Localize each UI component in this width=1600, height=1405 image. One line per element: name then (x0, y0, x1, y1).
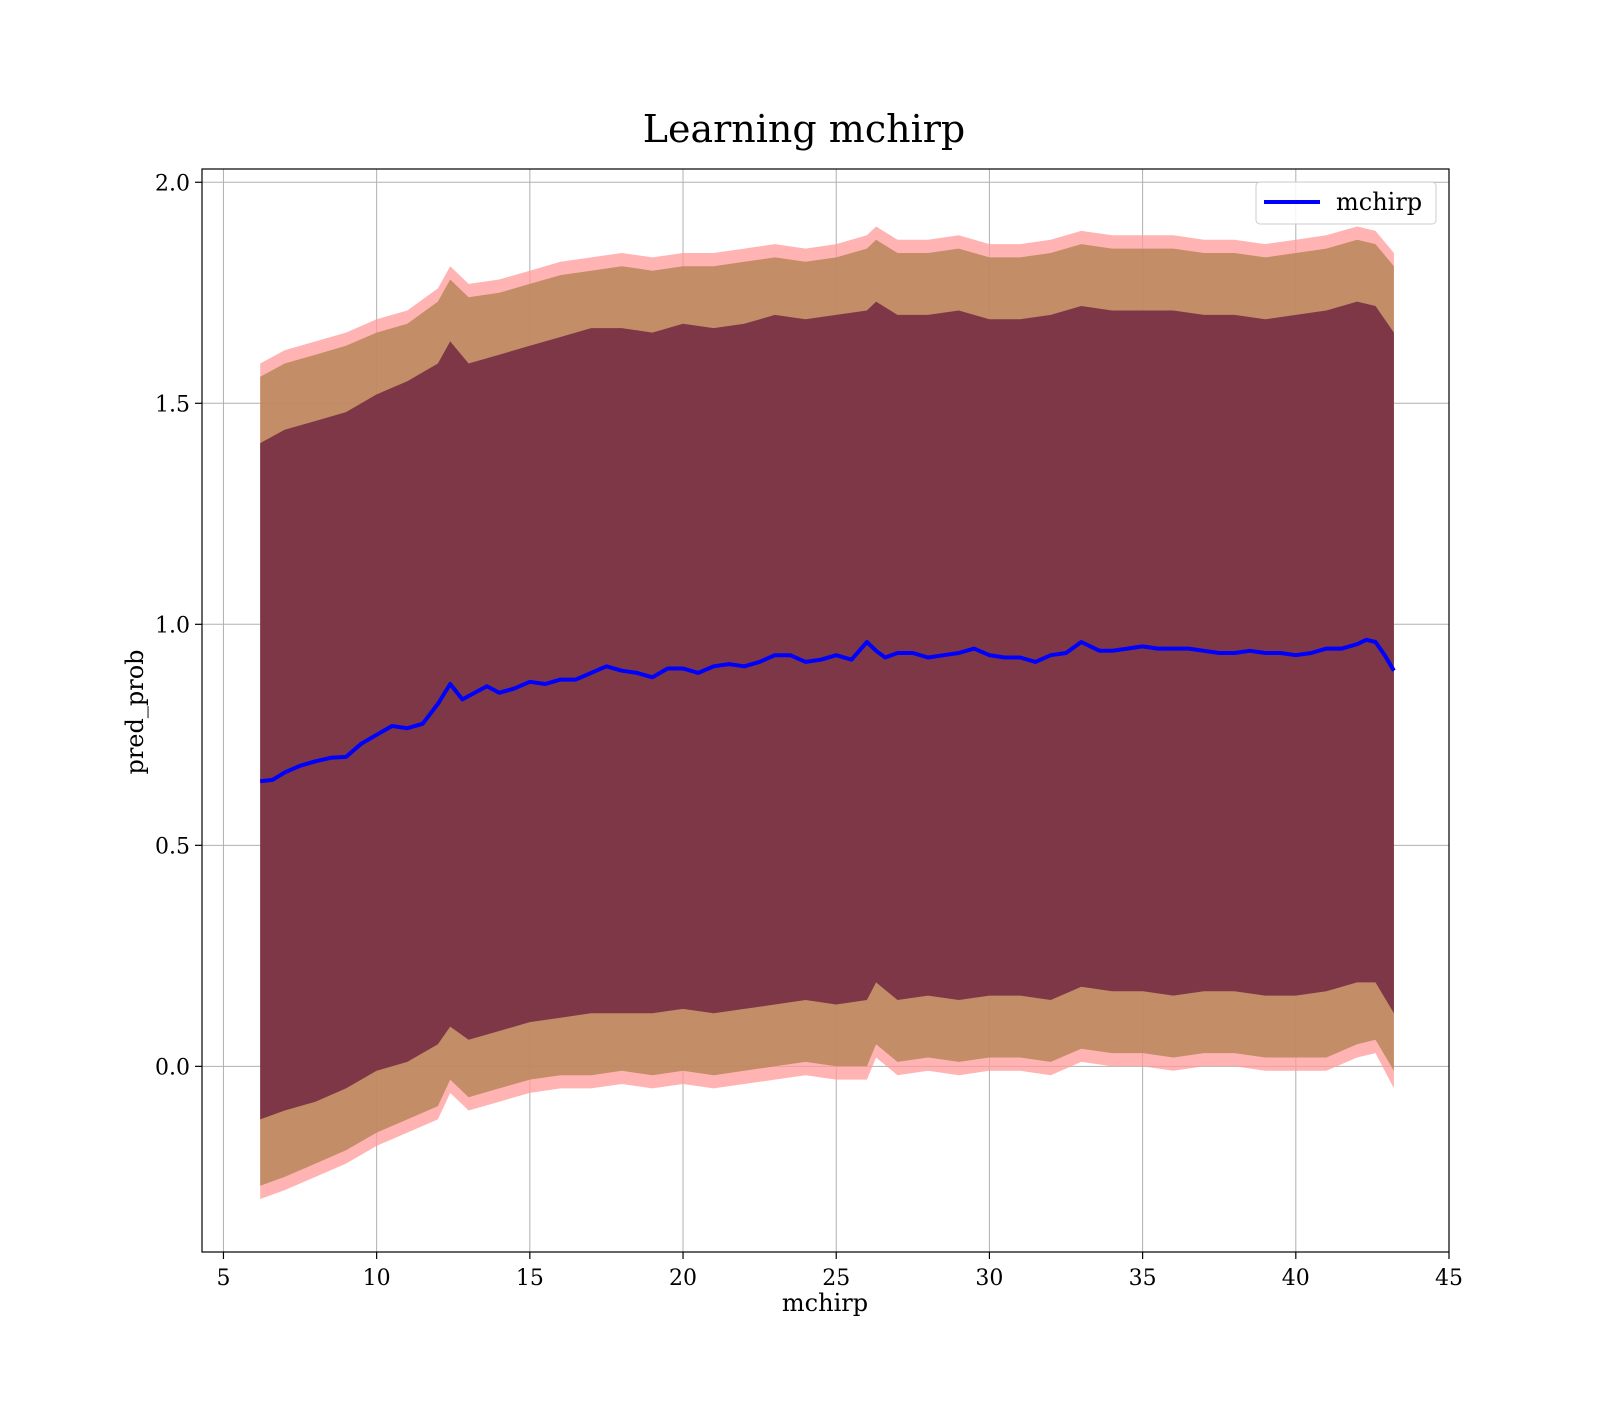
legend-label: mchirp (1336, 188, 1422, 216)
x-axis-label: mchirp (782, 1289, 868, 1317)
plot-frame (201, 168, 1450, 1253)
legend: mchirp (1255, 181, 1437, 225)
legend-box (1255, 181, 1437, 225)
x-tick-label: 20 (669, 1266, 697, 1291)
y-tick-label: 1.5 (155, 392, 190, 417)
x-tick-label: 35 (1129, 1266, 1157, 1291)
x-tick-label: 40 (1282, 1266, 1310, 1291)
line-layer (259, 637, 1396, 784)
x-tick-label: 15 (516, 1266, 544, 1291)
series-line-0 (259, 637, 1396, 784)
band-inner (260, 301, 1394, 1120)
x-tick-label: 45 (1435, 1266, 1463, 1291)
y-axis-label: pred_prob (121, 649, 149, 774)
y-tick-label: 0.0 (155, 1055, 190, 1080)
y-tick-label: 1.0 (155, 613, 190, 638)
band-layer (260, 226, 1394, 1199)
chart-title: Learning mchirp (643, 107, 965, 151)
tick-layer: 5 10 15 20 25 30 35 40 45 0.0 0.5 1.0 1.5 2.0 (155, 171, 1463, 1291)
x-tick-label: 10 (363, 1266, 391, 1291)
x-tick-label: 25 (822, 1266, 850, 1291)
y-tick-label: 2.0 (155, 171, 190, 196)
x-tick-label: 30 (975, 1266, 1003, 1291)
y-tick-label: 0.5 (155, 834, 190, 859)
x-tick-label: 5 (216, 1266, 230, 1291)
